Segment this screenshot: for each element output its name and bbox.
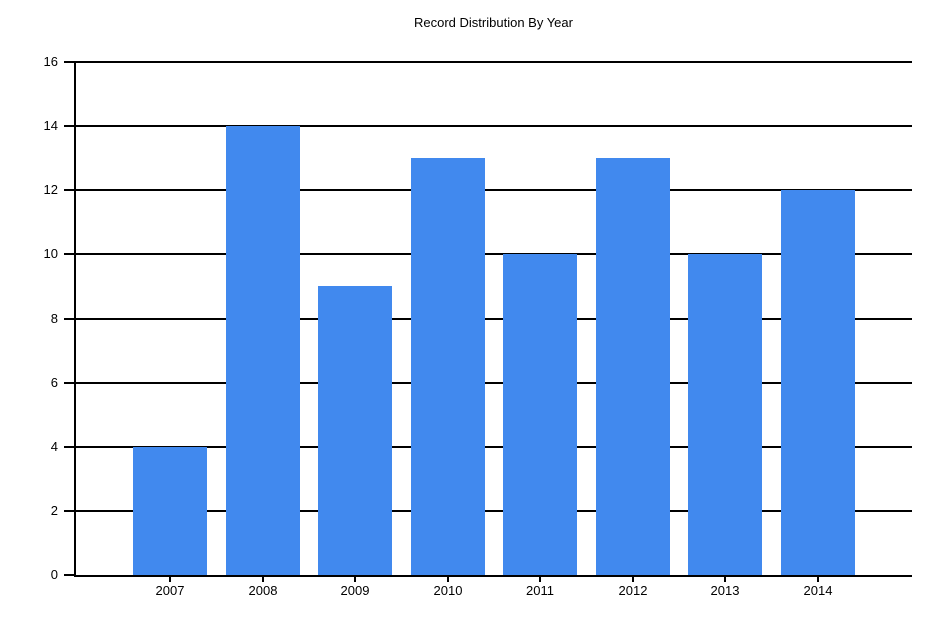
bar: [688, 254, 762, 577]
y-axis-line: [74, 62, 76, 577]
gridline: [75, 61, 912, 63]
bar: [503, 254, 577, 577]
bar: [226, 126, 300, 577]
x-axis-tick-label: 2011: [526, 583, 554, 598]
y-axis-tick: [64, 253, 75, 255]
gridline: [75, 125, 912, 127]
gridline: [75, 189, 912, 191]
y-axis-tick-label: 8: [50, 311, 58, 326]
x-axis-tick-label: 2007: [155, 583, 185, 598]
x-axis-tick: [262, 577, 264, 582]
y-axis-tick-label: 0: [50, 567, 58, 582]
y-axis-tick: [64, 61, 75, 63]
gridline: [75, 253, 912, 255]
x-axis-tick: [447, 577, 449, 582]
bar: [133, 447, 207, 577]
y-axis-tick: [64, 446, 75, 448]
y-axis-tick-label: 14: [43, 118, 58, 133]
y-axis-tick-label: 10: [43, 246, 58, 261]
x-axis-tick: [632, 577, 634, 582]
y-axis-tick: [64, 189, 75, 191]
gridline: [75, 382, 912, 384]
gridline: [75, 510, 912, 512]
y-axis-tick-label: 2: [50, 503, 58, 518]
y-axis-tick-label: 16: [43, 54, 58, 69]
x-axis-tick: [539, 577, 541, 582]
y-axis-tick-label: 4: [50, 439, 58, 454]
x-axis-tick-label: 2013: [710, 583, 740, 598]
x-axis-tick-label: 2010: [433, 583, 463, 598]
y-axis-tick: [64, 574, 75, 576]
x-axis-tick: [169, 577, 171, 582]
y-axis-tick: [64, 382, 75, 384]
gridline: [75, 318, 912, 320]
x-axis-tick: [817, 577, 819, 582]
gridline: [75, 446, 912, 448]
x-axis-tick-label: 2012: [618, 583, 648, 598]
x-axis-line: [74, 575, 912, 577]
bar: [596, 158, 670, 577]
bar: [781, 190, 855, 577]
bar: [318, 286, 392, 577]
chart-title: Record Distribution By Year: [414, 15, 573, 30]
y-axis-tick: [64, 510, 75, 512]
y-axis-tick: [64, 318, 75, 320]
bar: [411, 158, 485, 577]
x-axis-tick-label: 2008: [248, 583, 278, 598]
x-axis-tick-label: 2009: [340, 583, 370, 598]
y-axis-tick: [64, 125, 75, 127]
x-axis-tick: [724, 577, 726, 582]
y-axis-tick-label: 6: [50, 375, 58, 390]
x-axis-tick: [354, 577, 356, 582]
y-axis-tick-label: 12: [43, 182, 58, 197]
x-axis-tick-label: 2014: [803, 583, 833, 598]
